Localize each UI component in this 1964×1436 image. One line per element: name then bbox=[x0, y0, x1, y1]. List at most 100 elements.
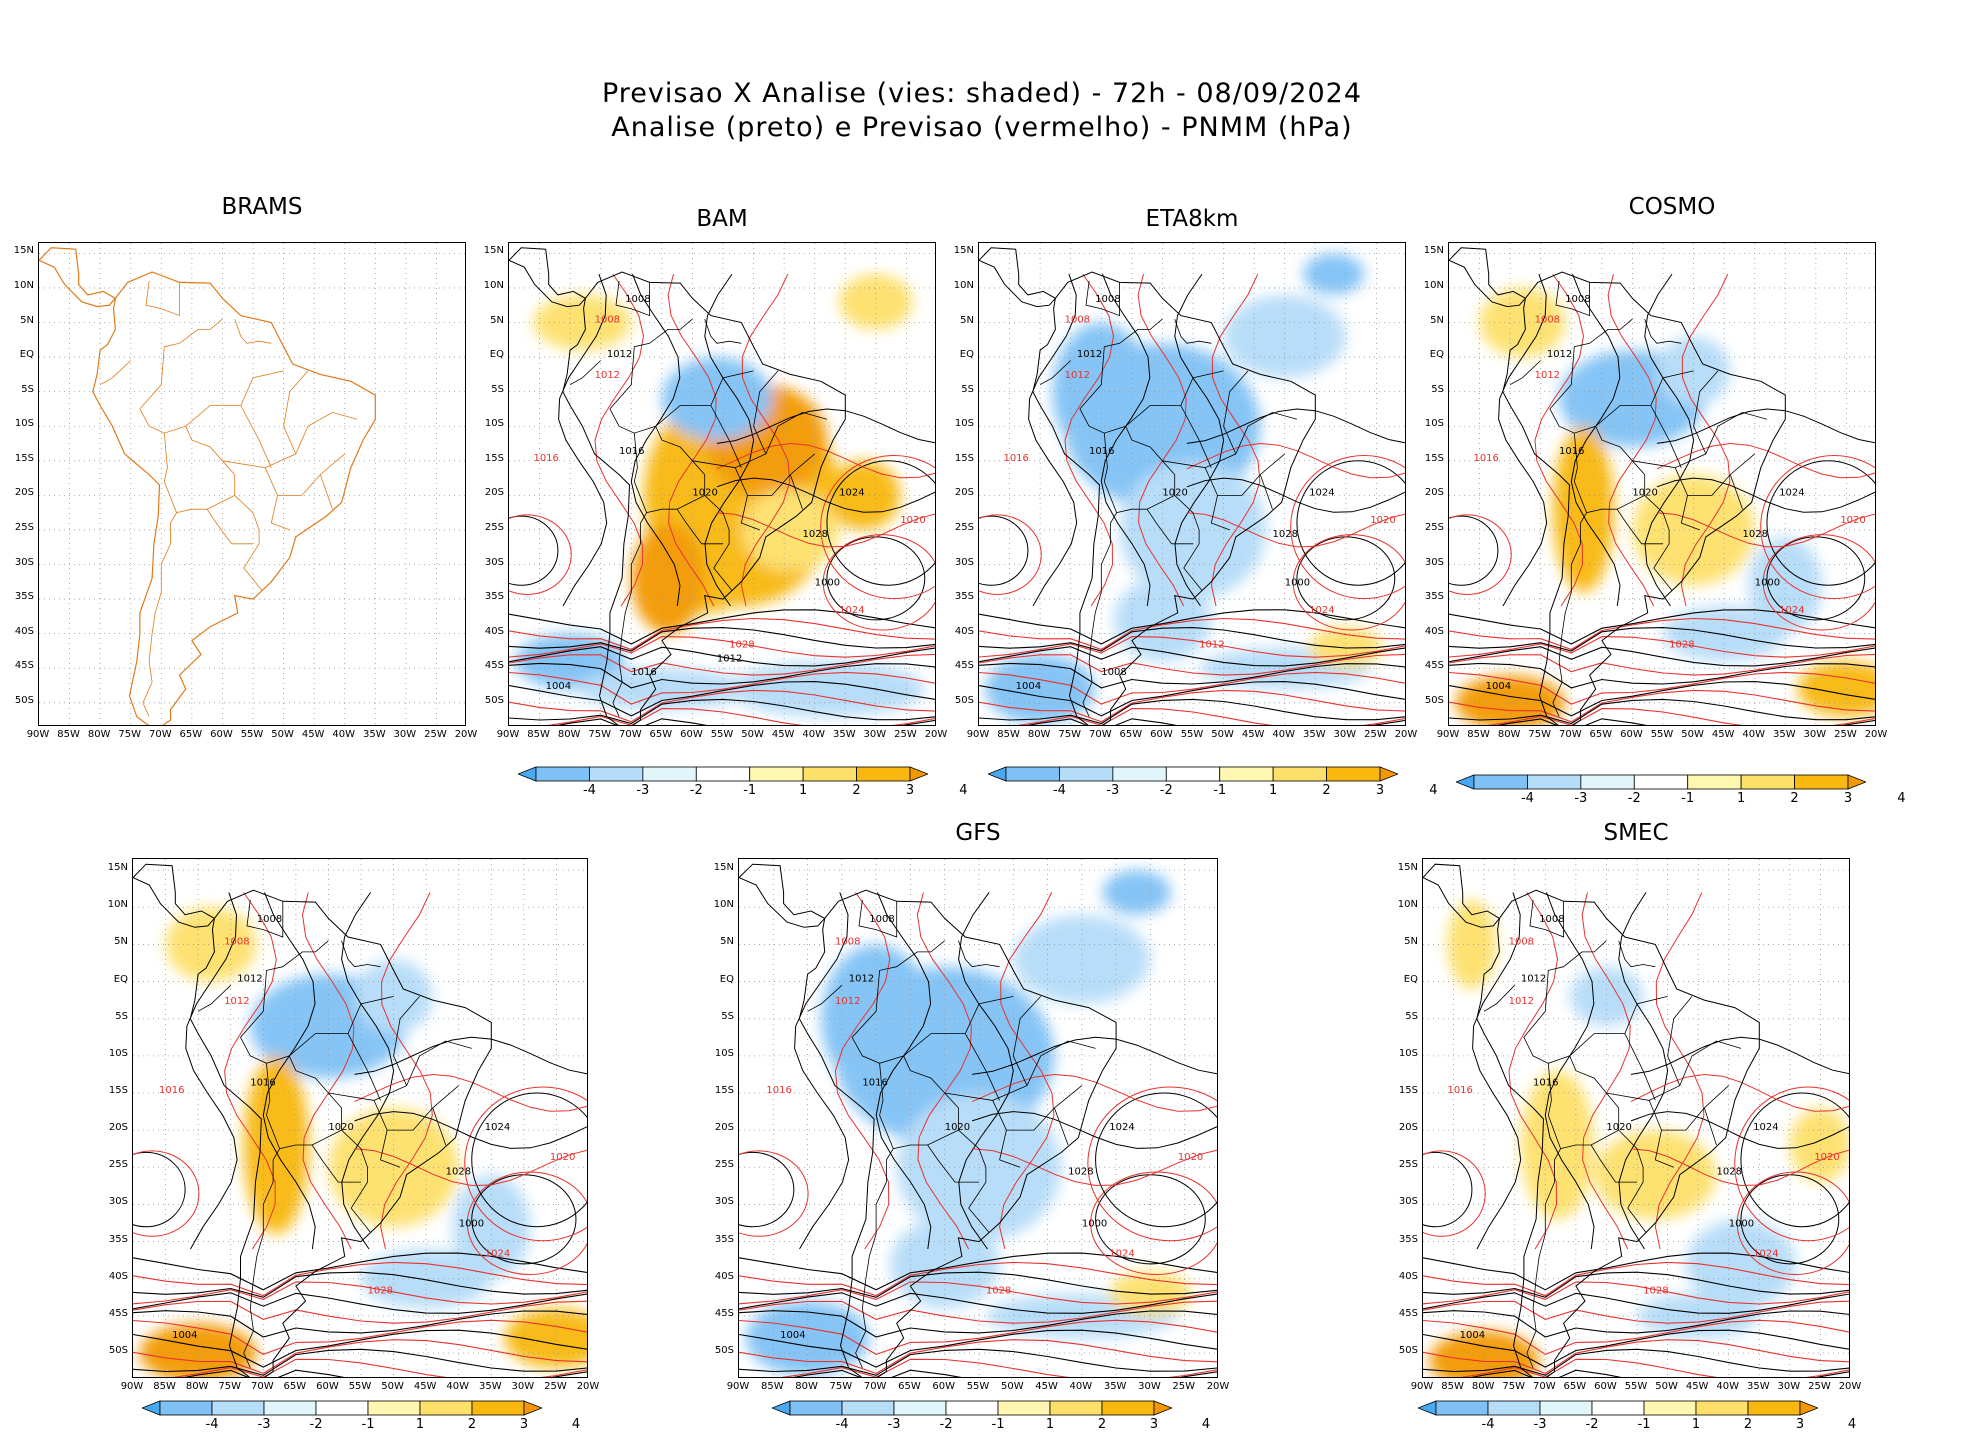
lat-tick-label: 10S bbox=[108, 1047, 128, 1059]
lat-tick-label: 25S bbox=[14, 521, 34, 533]
lat-tick-label: 10N bbox=[953, 279, 974, 291]
colorbar-label: 4 bbox=[959, 783, 968, 798]
country-borders bbox=[807, 899, 1096, 1369]
lat-tick-label: EQ bbox=[1429, 349, 1444, 361]
lon-tick-label: 50W bbox=[1000, 1381, 1024, 1392]
isobar-label-analysis: 1024 bbox=[1109, 1122, 1134, 1133]
lat-tick-label: 45S bbox=[954, 660, 974, 672]
colorbar-label: 1 bbox=[799, 783, 808, 798]
lon-tick-label: 20W bbox=[576, 1381, 600, 1392]
isobar-label-analysis: 1012 bbox=[1547, 349, 1572, 360]
lat-tick-label: 35S bbox=[1424, 591, 1444, 603]
lon-tick-label: 30W bbox=[511, 1381, 535, 1392]
lat-tick-label: 5N bbox=[20, 314, 34, 326]
bias-area bbox=[533, 294, 632, 351]
colorbar-arrow-high bbox=[523, 1400, 542, 1416]
colorbar-label: 4 bbox=[1897, 791, 1906, 806]
map-canvas: 1008 1012 1016 1020 1024 1028 1000 1004 1008 1012… bbox=[133, 859, 587, 1377]
lon-tick-label: 85W bbox=[57, 729, 80, 740]
lon-tick-label: 30W bbox=[393, 729, 417, 740]
isobar-contours bbox=[1423, 892, 1849, 1377]
lat-tick-label: 15N bbox=[1397, 862, 1418, 874]
isobar-label-forecast: 1024 bbox=[1109, 1248, 1134, 1259]
title-line-1: Previsao X Analise (vies: shaded) - 72h … bbox=[601, 78, 1362, 109]
lon-tick-label: 20W bbox=[1206, 1381, 1230, 1392]
lat-tick-label: 45S bbox=[714, 1307, 734, 1319]
isobar-label-analysis: 1008 bbox=[257, 914, 282, 925]
colorbar-segment bbox=[945, 1400, 999, 1416]
lat-tick-label: 40S bbox=[14, 625, 34, 637]
isobar-label-analysis: 1016 bbox=[631, 667, 656, 678]
lat-tick-label: 25S bbox=[954, 521, 974, 533]
isobar-label-analysis: 1020 bbox=[328, 1122, 353, 1133]
bias-area bbox=[1429, 1330, 1540, 1377]
lon-tick-label: 45W bbox=[413, 1381, 437, 1392]
colorbar bbox=[518, 766, 928, 782]
panel-title-bam: BAM bbox=[696, 206, 748, 232]
colorbar bbox=[1418, 1400, 1818, 1416]
grid-lines bbox=[39, 243, 465, 725]
map-panel-cosmo: 1008 1012 1016 1020 1024 1028 1000 1004 1008 1012… bbox=[1448, 242, 1876, 726]
colorbar-segment bbox=[1580, 774, 1635, 790]
map-canvas: 1008 1012 1016 1020 1024 1028 1000 1004 1008 1008… bbox=[979, 243, 1405, 725]
colorbar-label: -3 bbox=[1106, 783, 1120, 798]
isobar-label-analysis: 1000 bbox=[1755, 577, 1780, 588]
colorbar-segment bbox=[1435, 1400, 1489, 1416]
lon-tick-label: 70W bbox=[1532, 1381, 1556, 1392]
colorbar-label: 1 bbox=[1045, 1417, 1055, 1432]
lon-tick-label: 35W bbox=[1302, 729, 1326, 740]
colorbar-segment bbox=[159, 1400, 213, 1416]
lat-tick-label: 50S bbox=[1398, 1345, 1418, 1356]
lat-tick-label: 10N bbox=[483, 279, 504, 291]
lon-tick-label: 90W bbox=[966, 729, 990, 740]
lon-tick-label: 70W bbox=[863, 1381, 887, 1392]
lon-tick-label: 55W bbox=[1624, 1381, 1648, 1392]
lon-tick-label: 90W bbox=[1410, 1381, 1434, 1392]
panel-title-cosmo: COSMO bbox=[1628, 194, 1716, 220]
isobar-label-forecast: 1016 bbox=[1003, 453, 1028, 464]
lon-tick-label: 75W bbox=[218, 1381, 242, 1392]
panel-title-eta8km: ETA8km bbox=[1145, 206, 1239, 232]
lat-tick-label: 25S bbox=[714, 1159, 734, 1171]
isobar-label-forecast: 1016 bbox=[766, 1085, 791, 1096]
colorbar-arrow-high bbox=[1799, 1400, 1818, 1416]
lon-tick-label: 65W bbox=[1119, 729, 1143, 740]
lat-tick-label: EQ bbox=[1403, 973, 1418, 985]
colorbar-segment bbox=[263, 1400, 317, 1416]
isobar-label-analysis: 1008 bbox=[1101, 667, 1126, 678]
isobar-label-analysis: 1000 bbox=[1082, 1219, 1107, 1230]
isobar-label-analysis: 1020 bbox=[692, 487, 717, 498]
isobar-label-analysis: 1016 bbox=[250, 1078, 275, 1089]
country-borders bbox=[1483, 899, 1742, 1369]
lon-tick-label: 40W bbox=[332, 729, 356, 740]
colorbar-segment bbox=[315, 1400, 369, 1416]
isobar-contours bbox=[979, 273, 1405, 725]
lat-tick-label: 5S bbox=[1405, 1010, 1418, 1022]
lon-tick-label: 20W bbox=[1394, 729, 1418, 740]
colorbar-label: 4 bbox=[571, 1417, 581, 1432]
colorbar-arrow-low bbox=[772, 1400, 791, 1416]
bias-area bbox=[1552, 426, 1615, 593]
lat-tick-label: 10S bbox=[714, 1047, 734, 1059]
isobar-label-forecast: 1016 bbox=[159, 1085, 184, 1096]
colorbar-label: 3 bbox=[1843, 791, 1853, 806]
contour-labels: 1008 1012 1016 1020 1024 1028 1000 1004 1008 1012… bbox=[159, 914, 575, 1341]
contour-labels: 1008 1012 1016 1020 1024 1028 1000 1004 1008 1008… bbox=[1003, 294, 1395, 692]
coastline bbox=[1449, 247, 1786, 725]
map-canvas bbox=[39, 243, 465, 725]
isobar-label-forecast: 1008 bbox=[1065, 315, 1090, 326]
country-borders bbox=[569, 280, 828, 717]
lon-tick-label: 85W bbox=[153, 1381, 176, 1392]
colorbar-label: -2 bbox=[309, 1417, 323, 1432]
isobar-label-forecast: 1020 bbox=[900, 515, 925, 526]
lat-tick-label: 30S bbox=[14, 556, 34, 568]
lon-tick-label: 30W bbox=[863, 729, 887, 740]
lon-tick-label: 75W bbox=[118, 729, 142, 740]
colorbar-arrow-low bbox=[1456, 774, 1475, 790]
title-line-2: Analise (preto) e Previsao (vermelho) - … bbox=[611, 112, 1353, 143]
panel-title-gfs: GFS bbox=[955, 820, 1001, 846]
coastline bbox=[739, 863, 1117, 1377]
lon-tick-label: 70W bbox=[250, 1381, 274, 1392]
lat-tick-label: EQ bbox=[19, 349, 34, 361]
isobar-label-forecast: 1016 bbox=[1447, 1085, 1472, 1096]
